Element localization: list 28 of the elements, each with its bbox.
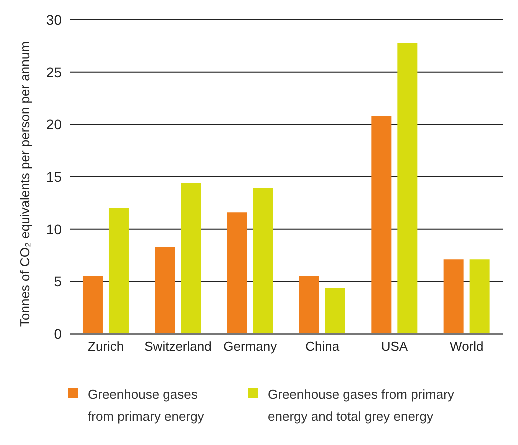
bar bbox=[253, 188, 274, 334]
bar bbox=[108, 208, 129, 334]
y-axis-title: Tonnes of CO₂ equivalents per person per annum bbox=[18, 42, 33, 327]
bar bbox=[325, 288, 346, 334]
bar bbox=[82, 276, 103, 334]
x-tick-label: Switzerland bbox=[144, 339, 212, 354]
y-tick-label: 25 bbox=[46, 64, 62, 80]
x-tick-label: China bbox=[306, 339, 340, 354]
x-tick-label: Germany bbox=[224, 339, 278, 354]
y-tick-label: 20 bbox=[46, 116, 62, 133]
bar bbox=[398, 43, 418, 334]
bar bbox=[444, 260, 464, 334]
bar bbox=[470, 260, 490, 334]
y-tick-label: 15 bbox=[46, 168, 62, 185]
y-tick-label: 10 bbox=[46, 221, 62, 238]
x-tick-label: World bbox=[450, 339, 484, 354]
y-tick-label: 0 bbox=[54, 326, 62, 342]
x-tick-label: USA bbox=[381, 339, 408, 354]
bar bbox=[155, 247, 176, 334]
y-tick-label: 5 bbox=[54, 274, 62, 290]
bar bbox=[372, 116, 392, 334]
bar bbox=[227, 212, 248, 334]
bar bbox=[181, 183, 202, 334]
y-tick-label: 30 bbox=[46, 12, 62, 28]
legend-label: Greenhouse gases from primary energy bbox=[88, 386, 206, 426]
legend-label: Greenhouse gases from primary energy and total grey energy bbox=[268, 386, 456, 426]
bar bbox=[299, 276, 320, 334]
x-tick-label: Zurich bbox=[88, 339, 124, 354]
